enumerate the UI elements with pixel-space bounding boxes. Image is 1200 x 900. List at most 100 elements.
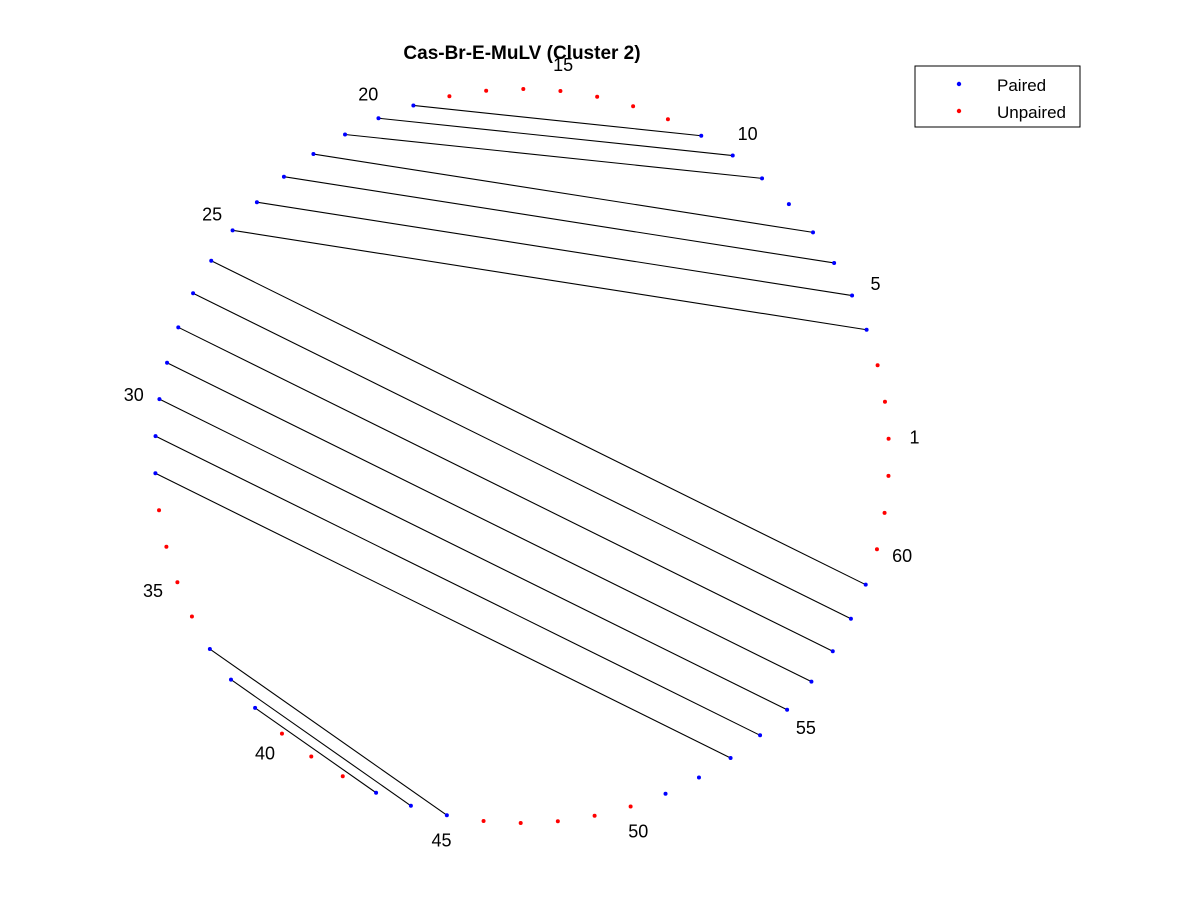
paired-point: [411, 103, 416, 108]
paired-point: [832, 260, 837, 265]
unpaired-point: [340, 774, 345, 779]
unpaired-point: [518, 820, 523, 825]
base-pair-line: [313, 153, 814, 233]
base-pair-line: [178, 326, 834, 652]
paired-point: [191, 291, 196, 296]
unpaired-point: [631, 104, 636, 109]
base-pair-line: [230, 679, 412, 807]
position-label: 15: [553, 55, 573, 75]
unpaired-point: [595, 94, 600, 99]
base-pair-line: [210, 260, 866, 586]
legend-unpaired-label: Unpaired: [997, 103, 1066, 122]
chart-title: Cas-Br-E-MuLV (Cluster 2): [403, 43, 640, 64]
paired-point: [696, 775, 701, 780]
unpaired-point: [484, 88, 489, 93]
base-pair-line: [254, 707, 377, 794]
position-label: 25: [202, 204, 222, 224]
position-label: 35: [143, 581, 163, 601]
paired-point: [760, 176, 765, 181]
base-pair-line: [378, 117, 733, 157]
unpaired-point: [189, 614, 194, 619]
unpaired-point: [309, 754, 314, 759]
unpaired-point: [521, 87, 526, 92]
paired-point: [228, 677, 233, 682]
legend-paired-marker: [956, 81, 962, 87]
paired-point: [811, 230, 816, 235]
paired-point: [444, 813, 449, 818]
paired-point: [758, 733, 763, 738]
paired-point: [153, 471, 158, 476]
paired-point: [254, 200, 259, 205]
legend: Paired Unpaired: [914, 65, 1081, 128]
unpaired-point: [157, 508, 162, 513]
base-pair-line: [192, 292, 852, 620]
base-pair-lines: [155, 104, 867, 816]
position-label: 45: [432, 831, 452, 851]
unpaired-point: [555, 819, 560, 824]
unpaired-point: [481, 818, 486, 823]
legend-paired-label: Paired: [997, 76, 1046, 95]
paired-point: [785, 707, 790, 712]
paired-point: [850, 293, 855, 298]
legend-box: [914, 65, 1081, 128]
unpaired-point: [558, 89, 563, 94]
paired-point: [848, 616, 853, 621]
position-label: 50: [628, 821, 648, 841]
unpaired-point: [175, 580, 180, 585]
paired-point: [153, 434, 158, 439]
base-pair-line: [159, 398, 788, 711]
position-points: [153, 87, 891, 825]
unpaired-point: [882, 399, 887, 404]
base-pair-line: [155, 435, 761, 736]
position-label: 1: [910, 427, 920, 447]
paired-point: [374, 790, 379, 795]
paired-point: [699, 133, 704, 138]
paired-point: [176, 325, 181, 330]
paired-point: [730, 153, 735, 158]
paired-point: [253, 705, 258, 710]
paired-point: [864, 327, 869, 332]
unpaired-point: [447, 94, 452, 99]
paired-point: [157, 397, 162, 402]
paired-point: [376, 116, 381, 121]
paired-point: [728, 755, 733, 760]
paired-point: [230, 228, 235, 233]
paired-point: [830, 649, 835, 654]
paired-point: [663, 791, 668, 796]
paired-point: [311, 152, 316, 157]
unpaired-point: [882, 510, 887, 515]
paired-point: [343, 132, 348, 137]
unpaired-point: [164, 544, 169, 549]
base-pair-line: [256, 201, 853, 297]
position-label: 5: [870, 274, 880, 294]
paired-point: [786, 202, 791, 207]
unpaired-point: [886, 436, 891, 441]
base-pair-line: [166, 362, 812, 683]
position-label: 10: [738, 124, 758, 144]
position-label: 40: [255, 743, 275, 763]
unpaired-point: [279, 731, 284, 736]
base-pair-line: [209, 648, 448, 816]
unpaired-point: [628, 804, 633, 809]
base-pair-line: [413, 104, 702, 137]
position-label: 55: [796, 718, 816, 738]
paired-point: [863, 582, 868, 587]
base-pair-line: [155, 472, 731, 759]
unpaired-point: [665, 117, 670, 122]
unpaired-point: [886, 473, 891, 478]
base-pair-line: [344, 133, 763, 179]
paired-point: [408, 803, 413, 808]
position-label: 20: [358, 84, 378, 104]
unpaired-point: [592, 813, 597, 818]
paired-point: [809, 679, 814, 684]
base-pair-line: [232, 229, 867, 331]
unpaired-point: [875, 363, 880, 368]
position-label: 30: [124, 385, 144, 405]
paired-point: [281, 174, 286, 179]
paired-point: [165, 360, 170, 365]
unpaired-point: [874, 547, 879, 552]
legend-unpaired-marker: [956, 108, 962, 114]
